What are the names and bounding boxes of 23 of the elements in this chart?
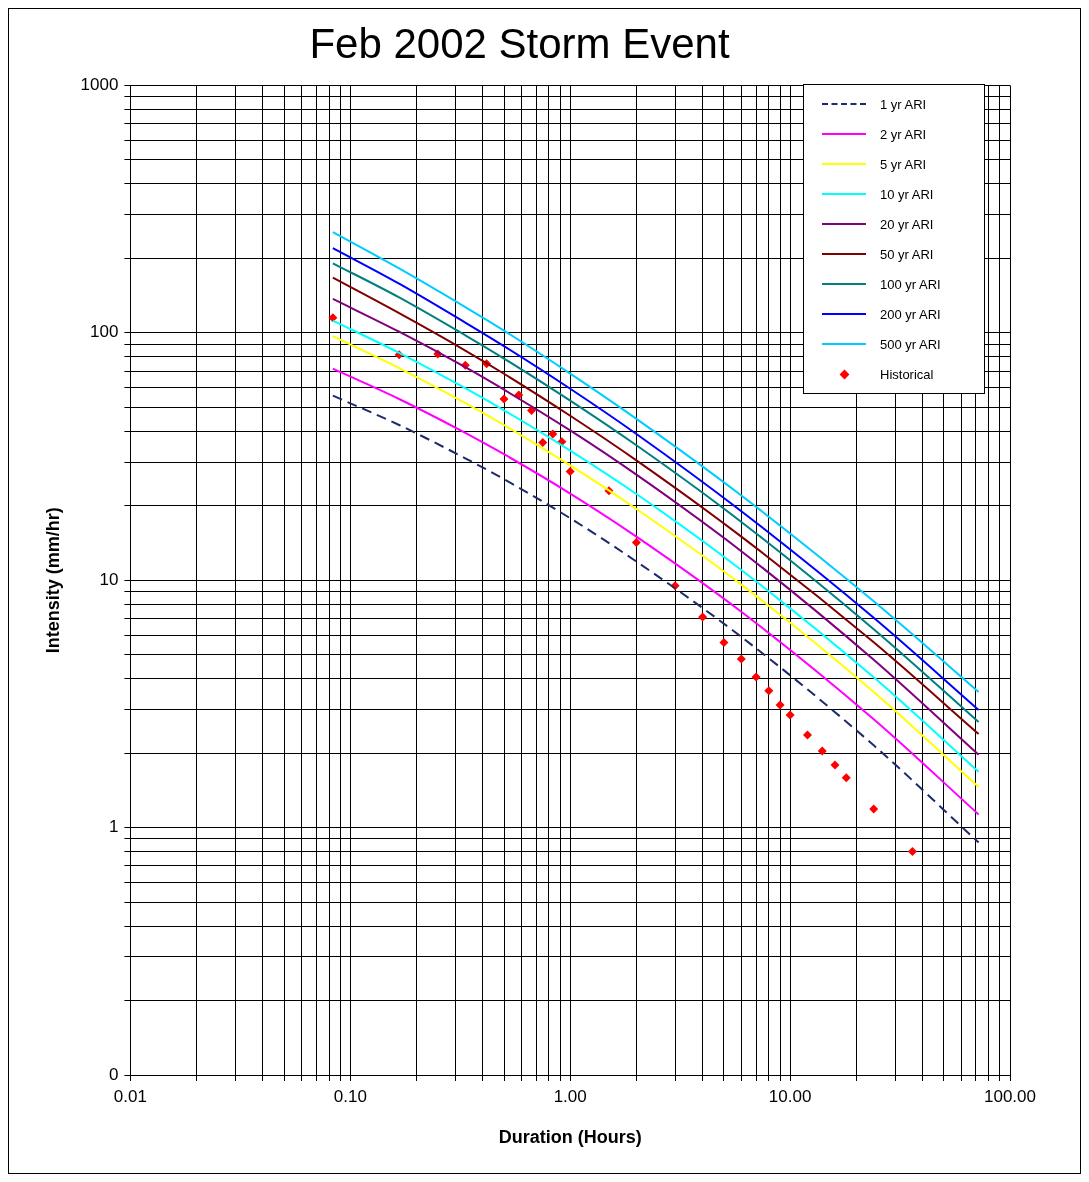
x-tick-label: 0.10: [333, 1086, 367, 1106]
legend-label: 10 yr ARI: [880, 186, 934, 202]
y-axis-title: Intensity (mm/hr): [42, 507, 63, 654]
legend-label: 50 yr ARI: [880, 246, 934, 262]
legend-label: 20 yr ARI: [880, 216, 934, 232]
x-tick-label: 10.00: [768, 1086, 812, 1106]
y-tick-label: 100: [90, 322, 119, 342]
y-tick-label: 0: [108, 1064, 119, 1084]
legend-label: 100 yr ARI: [880, 276, 941, 292]
y-tick-label: 1000: [80, 75, 119, 95]
legend-label: 200 yr ARI: [880, 306, 941, 322]
x-axis-title: Duration (Hours): [498, 1127, 642, 1148]
x-tick-label: 0.01: [113, 1086, 147, 1106]
legend-label: 500 yr ARI: [880, 336, 941, 352]
y-tick-label: 10: [99, 569, 119, 589]
legend-label: Historical: [880, 366, 934, 382]
legend-label: 2 yr ARI: [880, 126, 927, 142]
y-tick-label: 1: [108, 817, 119, 837]
chart-title: Feb 2002 Storm Event: [309, 19, 730, 67]
legend-label: 5 yr ARI: [880, 156, 927, 172]
x-tick-label: 100.00: [984, 1086, 1036, 1106]
x-tick-label: 1.00: [553, 1086, 587, 1106]
legend-label: 1 yr ARI: [880, 96, 927, 112]
